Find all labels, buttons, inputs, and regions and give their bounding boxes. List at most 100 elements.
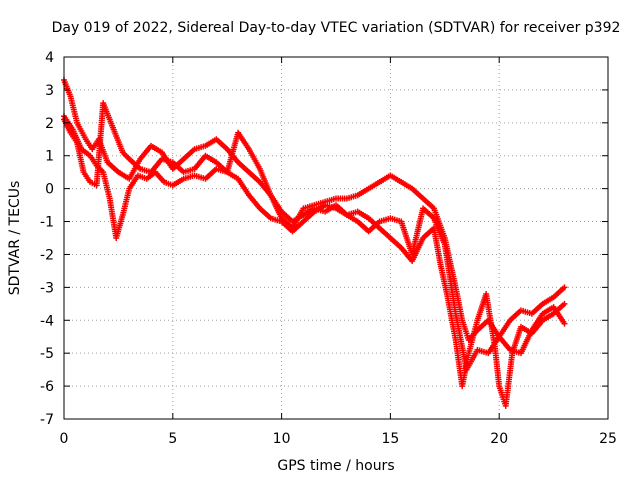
data-point (235, 159, 242, 166)
data-point (158, 149, 165, 156)
data-point (87, 179, 94, 186)
data-point (420, 195, 427, 202)
x-tick-label: 5 (168, 431, 177, 447)
data-point (235, 129, 242, 136)
data-point (561, 300, 568, 307)
data-point (333, 205, 339, 212)
data-point (126, 156, 133, 163)
data-point (115, 169, 122, 176)
data-point (169, 182, 176, 189)
data-point (459, 383, 466, 390)
data-point (191, 165, 198, 172)
data-point (354, 208, 361, 215)
data-point (365, 215, 372, 222)
data-point (550, 310, 557, 317)
y-tick-label: -2 (40, 247, 54, 263)
data-point (420, 205, 427, 212)
y-tick-label: -4 (40, 313, 54, 329)
data-point (134, 172, 141, 179)
data-point (483, 290, 490, 297)
plot-frame (63, 56, 609, 420)
data-point (126, 175, 133, 182)
x-tick-label: 0 (60, 431, 69, 447)
data-point (443, 290, 450, 297)
data-point (528, 310, 535, 317)
data-point (113, 235, 120, 241)
data-point (561, 320, 568, 327)
data-point (354, 192, 361, 199)
data-point (409, 185, 416, 192)
data-point (539, 310, 546, 317)
data-point (387, 215, 394, 222)
data-point (550, 294, 557, 301)
data-point (420, 235, 427, 241)
data-point (93, 182, 100, 189)
data-point (245, 192, 252, 199)
data-point (354, 218, 361, 225)
data-point (191, 146, 198, 153)
data-point (202, 175, 209, 182)
y-tick-label: 4 (45, 50, 54, 66)
y-tick-label: 1 (45, 149, 54, 165)
data-point (430, 205, 437, 212)
data-point (137, 165, 144, 172)
data-point (137, 156, 144, 163)
data-point (550, 304, 557, 311)
data-point (502, 402, 509, 409)
data-point (104, 159, 111, 166)
x-tick-label: 25 (599, 431, 617, 447)
data-point (387, 235, 394, 241)
data-point (322, 208, 329, 215)
data-point (169, 165, 176, 172)
data-point (143, 175, 150, 182)
data-point (376, 225, 383, 232)
data-point (517, 307, 524, 314)
y-tick-label: -6 (40, 379, 54, 395)
data-point (437, 261, 444, 268)
data-point (191, 172, 198, 179)
data-point (278, 218, 285, 225)
data-point (106, 116, 113, 123)
data-point (213, 136, 220, 143)
data-point (333, 195, 339, 202)
data-point (161, 179, 168, 186)
data-point (539, 300, 546, 307)
y-tick-label: -3 (40, 280, 54, 296)
grid-lines (64, 57, 608, 419)
data-point (289, 218, 296, 225)
data-point (87, 152, 94, 159)
data-point (148, 142, 155, 149)
data-point (452, 337, 459, 344)
data-point (430, 215, 437, 222)
data-point (311, 208, 318, 215)
data-point (300, 205, 307, 212)
data-point (507, 317, 514, 324)
chart-title: Day 019 of 2022, Sidereal Day-to-day VTE… (52, 20, 621, 36)
data-point (202, 142, 209, 149)
data-point (80, 169, 87, 176)
data-point (213, 165, 220, 172)
data-point (256, 179, 263, 186)
data-point (300, 211, 307, 218)
data-point (119, 149, 126, 156)
y-tick-label: -5 (40, 346, 54, 362)
data-point (465, 350, 472, 357)
axis-ticks: 0 5 10 15 20 25 -7 -6 -5 -4 -3 -2 -1 0 1 2 3 4 (40, 50, 617, 447)
data-point (343, 211, 350, 218)
data-point (93, 162, 100, 169)
y-tick-label: 2 (45, 116, 54, 132)
data-point (89, 146, 96, 153)
data-point (106, 195, 113, 202)
data-point (119, 211, 126, 218)
data-point (376, 179, 383, 186)
y-tick-label: -1 (40, 215, 54, 231)
data-point (213, 159, 220, 166)
data-point (491, 343, 498, 350)
data-point (180, 156, 187, 163)
data-point (256, 205, 263, 212)
x-tick-label: 15 (381, 431, 399, 447)
data-point (387, 172, 394, 179)
data-point (82, 136, 89, 143)
data-point (365, 185, 372, 192)
data-point (430, 225, 437, 232)
